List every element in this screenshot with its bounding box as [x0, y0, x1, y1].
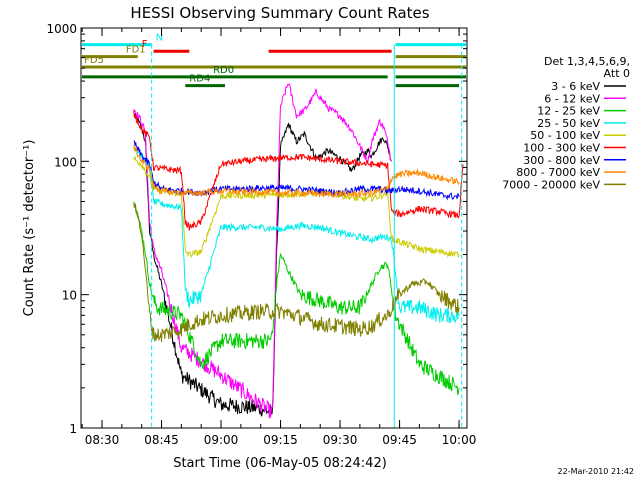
legend-label: 25 - 50 keV: [537, 117, 600, 130]
flag-label-fd5: FD5: [84, 55, 104, 66]
footer-date: 22-Mar-2010 21:42: [557, 467, 635, 476]
series-line-2: [133, 83, 392, 419]
y-axis-label: Count Rate (s⁻¹ detector⁻¹): [22, 140, 37, 317]
legend-label: 100 - 300 keV: [523, 142, 600, 155]
x-axis-label: Start Time (06-May-05 08:24:42): [173, 456, 387, 471]
legend-label: 300 - 800 keV: [523, 154, 600, 167]
x-tick-label: 09:15: [263, 433, 298, 447]
x-tick-label: 09:30: [323, 433, 358, 447]
y-tick-label: 100: [54, 155, 77, 169]
axes: 08:30 08:45 09:00 09:15 09:30 09:45 10:00 1 10 10…: [46, 22, 476, 447]
x-tick-label: 09:45: [382, 433, 417, 447]
vertical-markers: [80, 44, 463, 428]
y-tick-label: 1000: [46, 22, 77, 36]
plot-frame: [80, 27, 468, 429]
chart-title: HESSI Observing Summary Count Rates: [130, 4, 429, 22]
series-line-7: [133, 140, 460, 201]
legend-label: 3 - 6 keV: [551, 80, 600, 93]
legend-label: 50 - 100 keV: [530, 129, 600, 142]
legend-label: 12 - 25 keV: [537, 105, 600, 118]
series-line-1: [133, 111, 393, 417]
legend-header-line: Att 0: [604, 67, 630, 80]
y-tick-label: 1: [69, 422, 77, 436]
flag-label-fd1: FD1: [126, 45, 146, 56]
flag-label-rd4: RD4: [189, 74, 210, 85]
series-line-6: [133, 109, 464, 231]
legend-label: 800 - 7000 keV: [516, 166, 600, 179]
x-tick-label: 09:00: [204, 433, 239, 447]
flag-label-rd0: RD0: [213, 65, 234, 76]
x-tick-label: 10:00: [442, 433, 477, 447]
legend-header-line: Det 1,3,4,5,6,9,: [544, 55, 630, 68]
series-line-9: [133, 203, 460, 343]
flag-label-f: F: [142, 39, 148, 50]
legend-label: 7000 - 20000 keV: [502, 178, 600, 191]
flag-label-n: N: [156, 33, 163, 44]
series-line-5: [133, 156, 460, 259]
series-line-8: [133, 144, 460, 199]
series-lines: [133, 83, 464, 419]
legend-label: 6 - 12 keV: [544, 92, 600, 105]
x-tick-label: 08:45: [144, 433, 179, 447]
x-tick-label: 08:30: [85, 433, 120, 447]
series-line-3: [133, 201, 460, 395]
y-tick-label: 10: [62, 289, 77, 303]
series-line-4: [133, 146, 460, 324]
